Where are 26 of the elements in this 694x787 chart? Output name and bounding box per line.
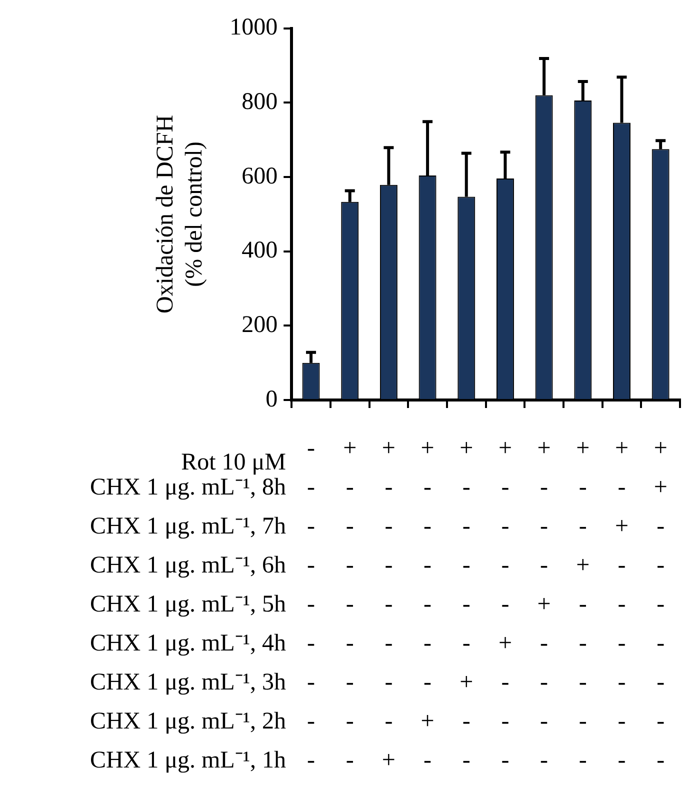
category-label: + - - + - - - - - xyxy=(576,435,590,774)
y-tick-label: 200 xyxy=(242,312,278,338)
text: Rot 10 μM xyxy=(181,449,286,476)
y-tick-label: 600 xyxy=(242,163,278,190)
text: CHX 1 μg. mL⁻¹, 4h xyxy=(90,630,286,656)
y-axis-title: Oxidación de DCFH (% del control) xyxy=(152,114,208,314)
category-label: + - - - + - - - - xyxy=(537,435,551,774)
category-label: + - - - - - - - + xyxy=(382,435,396,774)
category-label: - - - - - - - - - xyxy=(307,435,316,774)
text: CHX 1 μg. mL⁻¹, 6h xyxy=(90,552,286,578)
category-label: + + - - - - - - - xyxy=(654,435,668,774)
category-label: + - - - - + - - - xyxy=(498,435,512,774)
text: CHX 1 μg. mL⁻¹, 7h xyxy=(90,513,286,540)
category-label: + - - - - - + - - xyxy=(460,435,474,774)
y-tick-label: 800 xyxy=(242,89,278,116)
y-tick-label: 0 xyxy=(266,386,278,412)
category-label: + - + - - - - - - xyxy=(614,435,629,774)
category-label: + - - - - - - - - xyxy=(343,435,357,774)
text: CHX 1 μg. mL⁻¹, 1h xyxy=(90,747,286,774)
y-tick-label: 1000 xyxy=(230,14,278,41)
y-tick-label: 400 xyxy=(242,238,278,264)
text: CHX 1 μg. mL⁻¹, 8h xyxy=(90,474,286,500)
category-label: + - - - - - - + - xyxy=(420,435,434,774)
text: CHX 1 μg. mL⁻¹, 5h xyxy=(90,591,286,618)
text: CHX 1 μg. mL⁻¹, 3h xyxy=(90,669,286,696)
text: CHX 1 μg. mL⁻¹, 2h xyxy=(90,708,286,734)
